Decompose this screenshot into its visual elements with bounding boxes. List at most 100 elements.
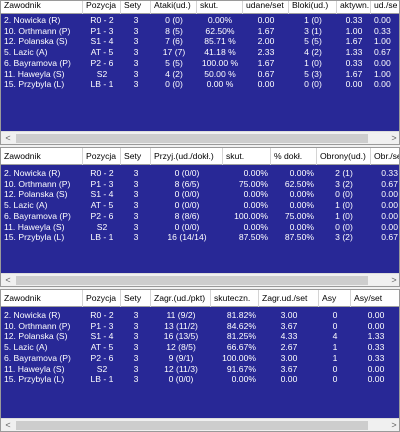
cell-digs-per-set: 0.00: [381, 210, 398, 221]
cell-activity: 1.33: [345, 47, 363, 58]
cell-sets: 3: [133, 200, 139, 211]
attack-col-attacks[interactable]: Ataki(ud.): [151, 1, 197, 14]
reception-col-digs[interactable]: Obrony(ud.): [317, 148, 371, 165]
scrollbar-thumb[interactable]: [16, 134, 368, 143]
table-row[interactable]: 2. Nowicka (R) R0 - 2 3 0 (0/0) 0.00% 0.00% 2 …: [1, 168, 399, 179]
serve-col-aces-per-set[interactable]: Asy/set: [351, 290, 399, 307]
cell-serves: 9 (9/1): [168, 352, 194, 363]
serve-col-serves[interactable]: Zagr.(ud./pkt): [151, 290, 211, 307]
attack-col-won-per-set[interactable]: udane/set: [243, 1, 289, 14]
attack-header-row: Zawodnik Pozycja Sety Ataki(ud.) skut. u…: [1, 1, 399, 14]
scroll-left-arrow-icon[interactable]: <: [5, 420, 11, 430]
serve-col-position[interactable]: Pozycja: [83, 290, 121, 307]
reception-horizontal-scrollbar[interactable]: < >: [1, 273, 399, 286]
cell-efficiency: 0.00%: [243, 189, 268, 200]
cell-position: P1 - 3: [90, 320, 114, 331]
cell-position: AT - 5: [90, 47, 114, 58]
table-row[interactable]: 10. Orthmann (P) P1 - 3 3 13 (11/2) 84.62% 3.…: [1, 320, 399, 332]
attack-col-blocks[interactable]: Bloki(ud.): [289, 1, 337, 14]
table-row[interactable]: 11. Haweyla (S) S2 3 4 (2) 50.00 % 0.67 5 (3) 1…: [1, 68, 399, 80]
scrollbar-thumb[interactable]: [16, 421, 368, 430]
reception-col-sets[interactable]: Sety: [121, 148, 151, 165]
attack-col-position[interactable]: Pozycja: [83, 1, 121, 14]
attack-horizontal-scrollbar[interactable]: < >: [1, 131, 399, 144]
scroll-right-arrow-icon[interactable]: >: [391, 133, 397, 143]
table-row[interactable]: 6. Bayramova (P) P2 - 6 3 9 (9/1) 100.00% 3.0…: [1, 352, 399, 364]
cell-activity: 0.33: [345, 57, 363, 68]
scroll-left-arrow-icon[interactable]: <: [5, 275, 11, 285]
table-row[interactable]: 6. Bayramova (P) P2 - 6 3 8 (8/6) 100.00% 75.…: [1, 210, 399, 222]
cell-activity: 1.00: [345, 25, 363, 36]
attack-col-player[interactable]: Zawodnik: [1, 1, 83, 14]
cell-efficiency: 50.00 %: [204, 68, 236, 79]
attack-col-activity[interactable]: aktywn.: [337, 1, 371, 14]
cell-efficiency: 0.00%: [231, 374, 256, 385]
table-row[interactable]: 12. Polanska (S) S1 - 4 3 0 (0/0) 0.00% 0.00%…: [1, 189, 399, 200]
cell-efficiency: 0.00%: [243, 168, 268, 178]
cell-attacks: 4 (2): [165, 68, 183, 79]
cell-sets: 3: [133, 15, 139, 25]
table-row[interactable]: 15. Przybyla (L) LB - 1 3 16 (14/14) 87.50% 8…: [1, 232, 399, 243]
table-row[interactable]: 6. Bayramova (P) P2 - 6 3 5 (5) 100.00 % 1.67…: [1, 57, 399, 69]
table-row[interactable]: 11. Haweyla (S) S2 3 12 (11/3) 91.67% 3.67 0 0.…: [1, 363, 399, 375]
table-row[interactable]: 12. Polanska (S) S1 - 4 3 16 (13/5) 81.25% 4.…: [1, 331, 399, 342]
table-row[interactable]: 2. Nowicka (R) R0 - 2 3 0 (0) 0.00% 0.00 1 (0)…: [1, 15, 399, 26]
cell-activity: 0.33: [345, 15, 363, 25]
cell-blocks-per-set: 1.00: [374, 68, 391, 79]
cell-position: AT - 5: [90, 342, 114, 353]
table-row[interactable]: 5. Lazic (A) AT - 5 3 12 (8/5) 66.67% 2.67 1 0.…: [1, 342, 399, 353]
table-row[interactable]: 5. Lazic (A) AT - 5 3 0 (0/0) 0.00% 0.00% 1 (0…: [1, 200, 399, 211]
cell-position: P1 - 3: [90, 25, 114, 36]
cell-attacks: 7 (6): [165, 36, 183, 47]
serve-col-sets[interactable]: Sety: [121, 290, 151, 307]
cell-position: P2 - 6: [90, 210, 114, 221]
table-row[interactable]: 10. Orthmann (P) P1 - 3 3 8 (5) 62.50% 1.67 3 …: [1, 25, 399, 37]
cell-sets: 3: [133, 342, 139, 353]
cell-efficiency: 85.71 %: [204, 36, 236, 47]
scroll-right-arrow-icon[interactable]: >: [391, 420, 397, 430]
cell-player: 10. Orthmann (P): [4, 320, 71, 331]
cell-digs-per-set: 0.67: [381, 178, 398, 189]
cell-serves-per-set: 0.00: [280, 374, 298, 385]
serve-header-row: Zawodnik Pozycja Sety Zagr.(ud./pkt) sku…: [1, 290, 399, 307]
reception-col-position[interactable]: Pozycja: [83, 148, 121, 165]
attack-col-sets[interactable]: Sety: [121, 1, 151, 14]
reception-col-accuracy[interactable]: % dokł.: [271, 148, 317, 165]
reception-col-player[interactable]: Zawodnik: [1, 148, 83, 165]
serve-col-aces[interactable]: Asy: [319, 290, 351, 307]
scroll-right-arrow-icon[interactable]: >: [391, 275, 397, 285]
attack-col-blocks-per-set[interactable]: ud./se: [371, 1, 399, 14]
cell-player: 2. Nowicka (R): [4, 310, 61, 320]
table-row[interactable]: 5. Lazic (A) AT - 5 3 17 (7) 41.18 % 2.33 4 (2…: [1, 47, 399, 58]
table-row[interactable]: 12. Polanska (S) S1 - 4 3 7 (6) 85.71 % 2.00 5…: [1, 36, 399, 47]
reception-col-efficiency[interactable]: skut.: [223, 148, 271, 165]
cell-player: 10. Orthmann (P): [4, 178, 71, 189]
cell-efficiency: 81.25%: [226, 331, 256, 342]
table-row[interactable]: 15. Przybyla (L) LB - 1 3 0 (0) 0.00 % 0.00 0 …: [1, 79, 399, 90]
serve-horizontal-scrollbar[interactable]: < >: [1, 418, 399, 431]
cell-sets: 3: [133, 68, 139, 79]
serve-col-player[interactable]: Zawodnik: [1, 290, 83, 307]
cell-digs: 0 (0): [335, 221, 353, 232]
cell-won-per-set: 2.33: [257, 47, 275, 58]
scrollbar-thumb[interactable]: [16, 276, 368, 285]
reception-stats-panel: Zawodnik Pozycja Sety Przyj.(ud./dokł.) …: [0, 147, 400, 287]
serve-col-serves-per-set[interactable]: Zagr.ud./set: [259, 290, 319, 307]
cell-aces: 0: [332, 363, 338, 374]
table-row[interactable]: 15. Przybyla (L) LB - 1 3 0 (0/0) 0.00% 0.00 0…: [1, 374, 399, 385]
table-row[interactable]: 10. Orthmann (P) P1 - 3 3 8 (6/5) 75.00% 62.5…: [1, 178, 399, 190]
cell-won-per-set: 0.00: [257, 79, 275, 90]
table-row[interactable]: 2. Nowicka (R) R0 - 2 3 11 (9/2) 81.82% 3.00 0…: [1, 310, 399, 321]
reception-col-receptions[interactable]: Przyj.(ud./dokł.): [151, 148, 223, 165]
cell-won-per-set: 0.00: [257, 15, 275, 25]
cell-position: R0 - 2: [90, 15, 114, 25]
cell-sets: 3: [133, 178, 139, 189]
serve-col-efficiency[interactable]: skuteczn.: [211, 290, 259, 307]
attack-col-efficiency[interactable]: skut.: [197, 1, 243, 14]
cell-sets: 3: [133, 310, 139, 320]
scroll-left-arrow-icon[interactable]: <: [5, 133, 11, 143]
cell-sets: 3: [133, 320, 139, 331]
reception-col-digs-per-set[interactable]: Obr./se: [371, 148, 399, 165]
cell-aces-per-set: 0.00: [367, 363, 385, 374]
table-row[interactable]: 11. Haweyla (S) S2 3 0 (0/0) 0.00% 0.00% 0 (0)…: [1, 221, 399, 233]
